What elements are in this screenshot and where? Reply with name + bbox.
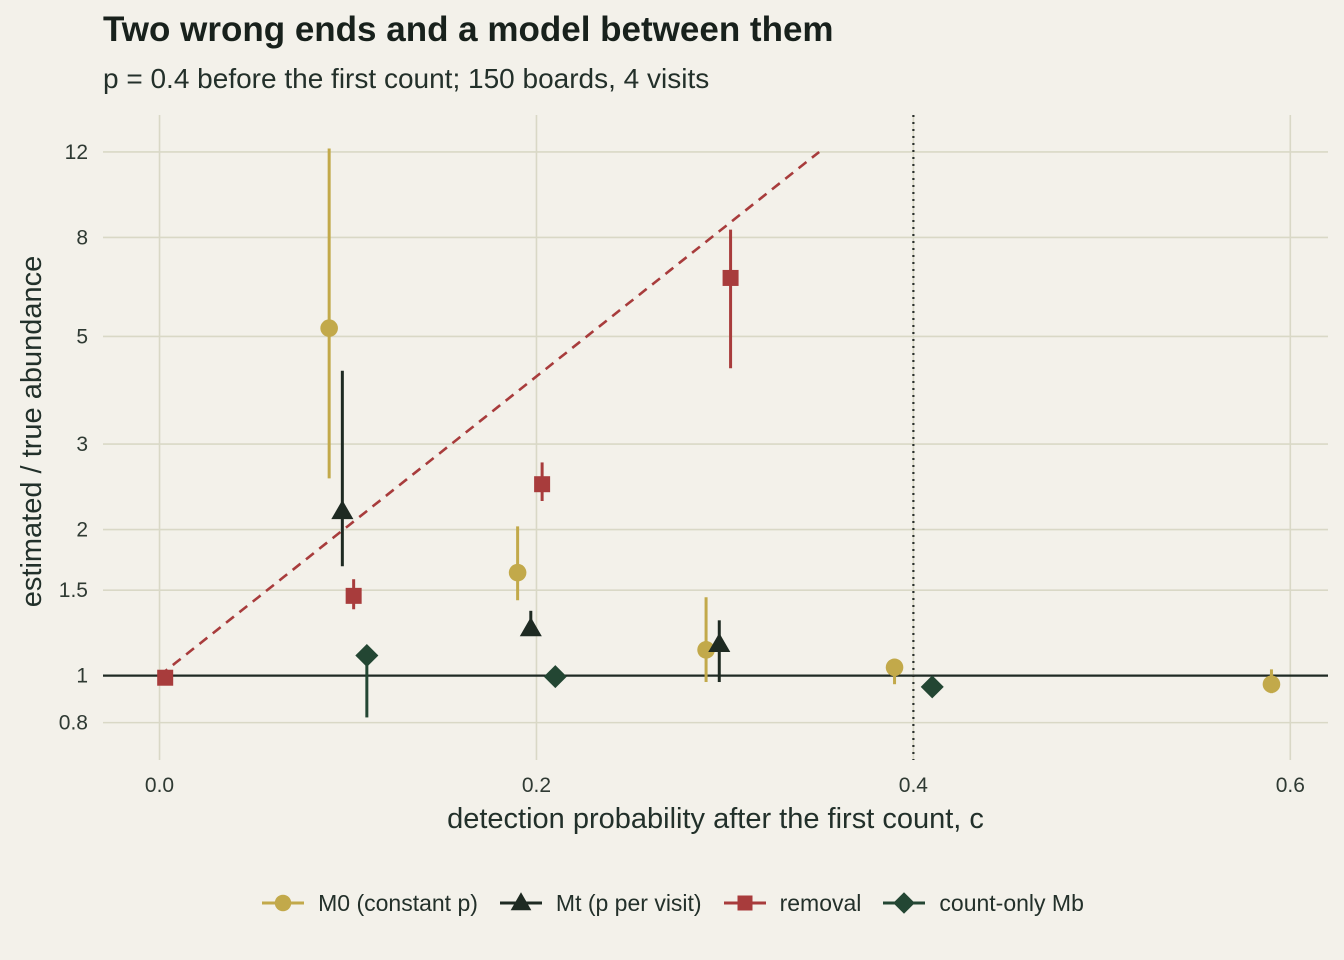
data-point (508, 563, 527, 582)
axes: 0.0 0.2 0.4 0.6 0.8 1 1.5 2 3 5 8 12 (59, 141, 1305, 797)
data-point (331, 499, 354, 520)
y-tick-label: 8 (76, 226, 88, 249)
data-point (1262, 675, 1281, 694)
data-series (157, 148, 1281, 718)
data-point (885, 658, 904, 677)
dashed-curve (158, 150, 821, 677)
x-tick-label: 0.4 (899, 774, 929, 797)
series-m0-constant-p (320, 148, 1281, 694)
trend-curve (158, 150, 821, 677)
x-tick-label: 0.2 (522, 774, 551, 797)
legend-key-marker (274, 894, 292, 912)
legend-item: Mt (p per visit) (498, 888, 702, 918)
legend-label: M0 (constant p) (318, 889, 478, 916)
data-point (722, 269, 739, 286)
data-point (708, 632, 731, 653)
y-tick-label: 3 (76, 433, 88, 456)
reference-lines (103, 115, 1328, 760)
legend-key-triangle-icon (499, 892, 542, 911)
plot-area: 0.0 0.2 0.4 0.6 0.8 1 1.5 2 3 5 8 12 detection prob… (16, 115, 1328, 835)
legend-key-marker (510, 892, 532, 911)
y-tick-label: 0.8 (59, 712, 88, 735)
data-point (355, 644, 379, 668)
series-removal (157, 229, 739, 686)
data-point (157, 669, 174, 686)
chart-title: Two wrong ends and a model between them (103, 10, 834, 49)
data-point (320, 319, 338, 337)
legend-key-circle-icon (262, 894, 305, 912)
data-point (920, 675, 944, 699)
legend-key-marker (737, 895, 753, 911)
grid (103, 115, 1328, 760)
y-tick-label: 12 (65, 141, 88, 164)
y-tick-label: 1.5 (59, 579, 88, 602)
data-point (543, 665, 567, 689)
chart-subtitle: p = 0.4 before the first count; 150 boar… (103, 63, 710, 94)
legend-label: count-only Mb (939, 889, 1084, 916)
y-tick-label: 5 (76, 325, 88, 348)
y-tick-label: 1 (76, 665, 88, 688)
y-axis-label: estimated / true abundance (16, 256, 48, 607)
legend-item: M0 (constant p) (260, 888, 478, 918)
series-count-only-mb (355, 644, 944, 718)
data-point (534, 476, 551, 493)
data-point (345, 587, 362, 604)
series-mt-p-per-visit (331, 370, 731, 683)
data-point (519, 617, 542, 637)
legend-item: removal (722, 888, 862, 918)
legend-key-marker (893, 892, 916, 914)
data-point (697, 641, 715, 659)
legend-key-square-icon (723, 895, 766, 911)
legend-key-diamond-icon (883, 892, 926, 914)
legend-item: count-only Mb (881, 888, 1084, 918)
legend-label: removal (779, 889, 862, 916)
x-axis-label: detection probability after the first co… (447, 803, 984, 835)
x-tick-label: 0.6 (1276, 774, 1305, 797)
y-tick-label: 2 (76, 519, 88, 542)
x-tick-label: 0.0 (145, 774, 174, 797)
legend-label: Mt (p per visit) (555, 889, 702, 916)
legend: M0 (constant p) Mt (p per visit) removal co… (0, 888, 1344, 918)
